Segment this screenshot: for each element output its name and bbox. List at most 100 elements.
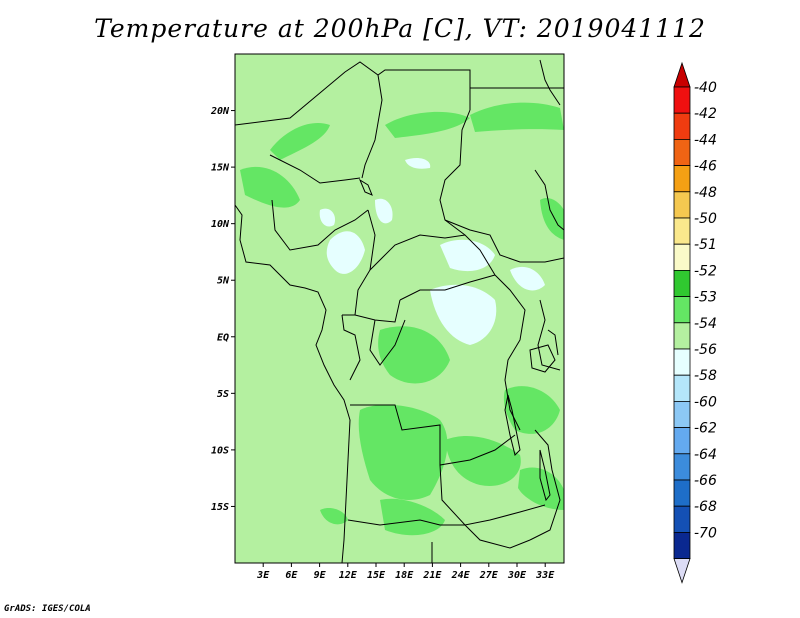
colorbar-label: -48 [694,185,717,201]
x-tick-label: 24E [451,570,471,581]
colorbar-swatch [673,427,691,455]
colorbar-swatch [673,505,691,533]
lake-tanganyika [504,394,521,456]
colorbar-label: -58 [694,368,717,384]
red-sea-coast [539,59,561,106]
colorbar-swatch [673,243,691,271]
colorbar-swatch [673,165,691,193]
border-sahara-north [235,61,471,126]
border-east-africa [494,274,526,431]
x-tick-label: 9E [314,570,327,581]
contour-band-53 [240,102,564,536]
contour-patch [240,166,300,208]
border-zimbabwe [464,524,531,549]
x-tick-label: 27E [479,570,499,581]
colorbar-label: -50 [694,211,717,227]
lake-chad [358,178,373,196]
colorbar-label: -60 [694,394,717,410]
colorbar-bottom-arrow [673,558,691,584]
contour-patch [510,266,545,291]
map-title: Temperature at 200hPa [C], VT: 201904111… [94,14,706,43]
colorbar-swatch [673,138,691,166]
colorbar-swatch [673,400,691,428]
x-tick-label: 21E [422,570,442,581]
map-panel [235,54,564,563]
border-uganda-kenya [537,299,561,371]
colorbar-label: -56 [694,342,717,358]
map-frame [234,53,565,564]
x-tick-label: 6E [285,570,298,581]
colorbar-swatch [673,191,691,219]
colorbar-swatch [673,112,691,140]
colorbar-swatch [673,86,691,114]
y-tick-label: 10S [211,445,229,456]
border-zambia [439,464,546,526]
border-niger-chad [361,74,383,179]
colorbar-swatch [673,269,691,297]
colorbar-swatch [673,296,691,324]
border-malawi [529,429,561,541]
contour-patch [405,157,431,169]
contour-patch [319,208,336,227]
y-tick-label: 15S [211,502,229,513]
border-car-drc [399,274,496,301]
border-cameroon [342,209,376,316]
y-tick-label: 10N [211,219,230,230]
colorbar: -40 -42 -44 -46 -48 -50 -51 -52 -53 -54 -56 -58 -60 -… [673,61,717,584]
colorbar-label: -53 [694,290,717,306]
colorbar-label: -70 [694,525,717,541]
lake-malawi [539,449,551,502]
x-tick-label: 12E [339,570,358,581]
lake-victoria [529,344,556,373]
contour-patch [503,386,560,434]
contour-patch [320,508,348,525]
y-tick-label: 15N [211,163,230,174]
colorbar-swatch [673,479,691,507]
border-nigeria [271,199,369,251]
contour-patch [358,404,448,500]
colorbar-swatch [673,532,691,560]
border-car [369,234,496,276]
colorbar-label: -40 [694,80,717,96]
contour-patch [430,284,497,345]
colorbar-label: -68 [694,499,717,515]
colorbar-swatch [673,453,691,481]
colorbar-label: -46 [694,159,717,175]
coastline-west [235,204,351,563]
contour-band-56 [319,157,545,345]
border-drc-angola [350,404,516,466]
contour-patch [440,239,495,272]
y-tick-label: EQ [217,332,229,343]
contour-patch [270,122,330,160]
contour-patch [380,498,445,536]
border-congo [354,299,401,323]
contour-patch [445,435,521,486]
grads-credit: GrADS: IGES/COLA [4,604,91,614]
y-tick-label: 5N [217,276,230,287]
colorbar-label: -62 [694,421,717,437]
colorbar-label: -51 [694,237,717,253]
border-mali-niger [269,154,361,184]
colorbar-label: -64 [694,447,717,463]
x-tick-label: 18E [395,570,414,581]
coast-kenya [547,329,559,356]
x-tick-label: 15E [367,570,386,581]
colorbar-label: -44 [694,132,717,148]
country-boundaries [235,59,564,563]
border-sudan-ethiopia [534,169,564,231]
border-angola-namibia [347,519,465,526]
contour-patch [385,111,470,138]
border-gabon [341,314,361,381]
contour-patch [518,467,564,510]
y-tick-label: 5S [217,389,229,400]
contour-patch [470,102,564,132]
contour-patch [326,231,365,274]
contour-patch [375,198,393,224]
colorbar-label: -42 [694,106,717,122]
colorbar-label: -54 [694,316,717,332]
colorbar-swatch [673,374,691,402]
colorbar-swatch [673,348,691,376]
contour-patch [540,198,564,240]
colorbar-label: -52 [694,263,717,279]
